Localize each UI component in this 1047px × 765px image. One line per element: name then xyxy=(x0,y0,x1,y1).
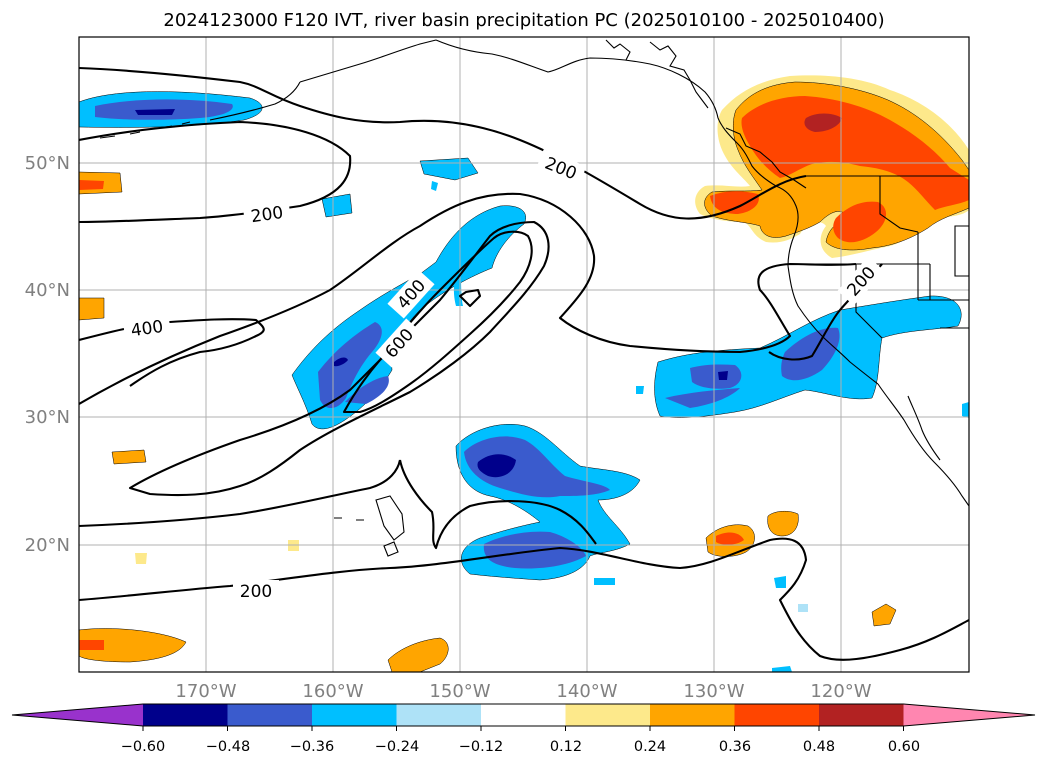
ivt-contours xyxy=(79,66,969,661)
colorbar-segment xyxy=(227,704,313,726)
colorbar-tick-label: −0.12 xyxy=(459,739,503,755)
colorbar-segment xyxy=(565,704,651,726)
lon-label: 170°W xyxy=(175,681,236,702)
map-title: 2024123000 F120 IVT, river basin precipi… xyxy=(163,10,884,31)
colorbar-tick-label: −0.36 xyxy=(290,739,334,755)
colorbar-segment xyxy=(481,704,566,726)
lat-label: 50°N xyxy=(25,153,70,174)
colorbar-tick-label: 0.60 xyxy=(888,739,920,755)
colorbar-segment xyxy=(734,704,820,726)
contour-label-200: 200 xyxy=(240,582,272,602)
contour-label-200: 200 xyxy=(250,203,285,227)
lat-label: 20°N xyxy=(25,535,70,556)
colorbar-segment xyxy=(396,704,482,726)
colorbar-extend-min xyxy=(12,704,143,726)
coastlines xyxy=(99,39,969,557)
colorbar-tick-label: 0.12 xyxy=(550,739,582,755)
lon-label: 130°W xyxy=(683,681,744,702)
colorbar xyxy=(11,703,1036,731)
colorbar-extend-max xyxy=(903,704,1035,726)
lat-label: 40°N xyxy=(25,280,70,301)
lon-label: 120°W xyxy=(810,681,871,702)
colorbar-segment xyxy=(143,704,228,726)
colorbar-segment xyxy=(819,704,904,726)
colorbar-segment xyxy=(312,704,397,726)
map-frame xyxy=(78,36,970,673)
gridlines xyxy=(79,37,969,672)
contour-labels: 200 200 200 200 400 400 600 xyxy=(122,149,885,602)
colorbar-tick-label: 0.36 xyxy=(719,739,751,755)
colorbar-segment xyxy=(650,704,735,726)
lon-label: 150°W xyxy=(429,681,490,702)
colorbar-labels: −0.60 −0.48 −0.36 −0.24 −0.12 0.12 0.24 … xyxy=(121,739,920,755)
lon-labels: 170°W 160°W 150°W 140°W 130°W 120°W xyxy=(175,681,871,702)
colorbar-tick-label: −0.24 xyxy=(375,739,419,755)
contour-label-400: 400 xyxy=(130,317,165,341)
lat-label: 30°N xyxy=(25,407,70,428)
lon-label: 140°W xyxy=(556,681,617,702)
lat-labels: 50°N 40°N 30°N 20°N xyxy=(25,153,70,556)
lon-label: 160°W xyxy=(302,681,363,702)
map-area: 200 200 200 200 400 400 600 xyxy=(79,37,969,672)
colorbar-tick-label: −0.60 xyxy=(121,739,165,755)
colorbar-tick-label: −0.48 xyxy=(206,739,250,755)
colorbar-tick-label: 0.48 xyxy=(803,739,835,755)
colorbar-tick-label: 0.24 xyxy=(634,739,666,755)
